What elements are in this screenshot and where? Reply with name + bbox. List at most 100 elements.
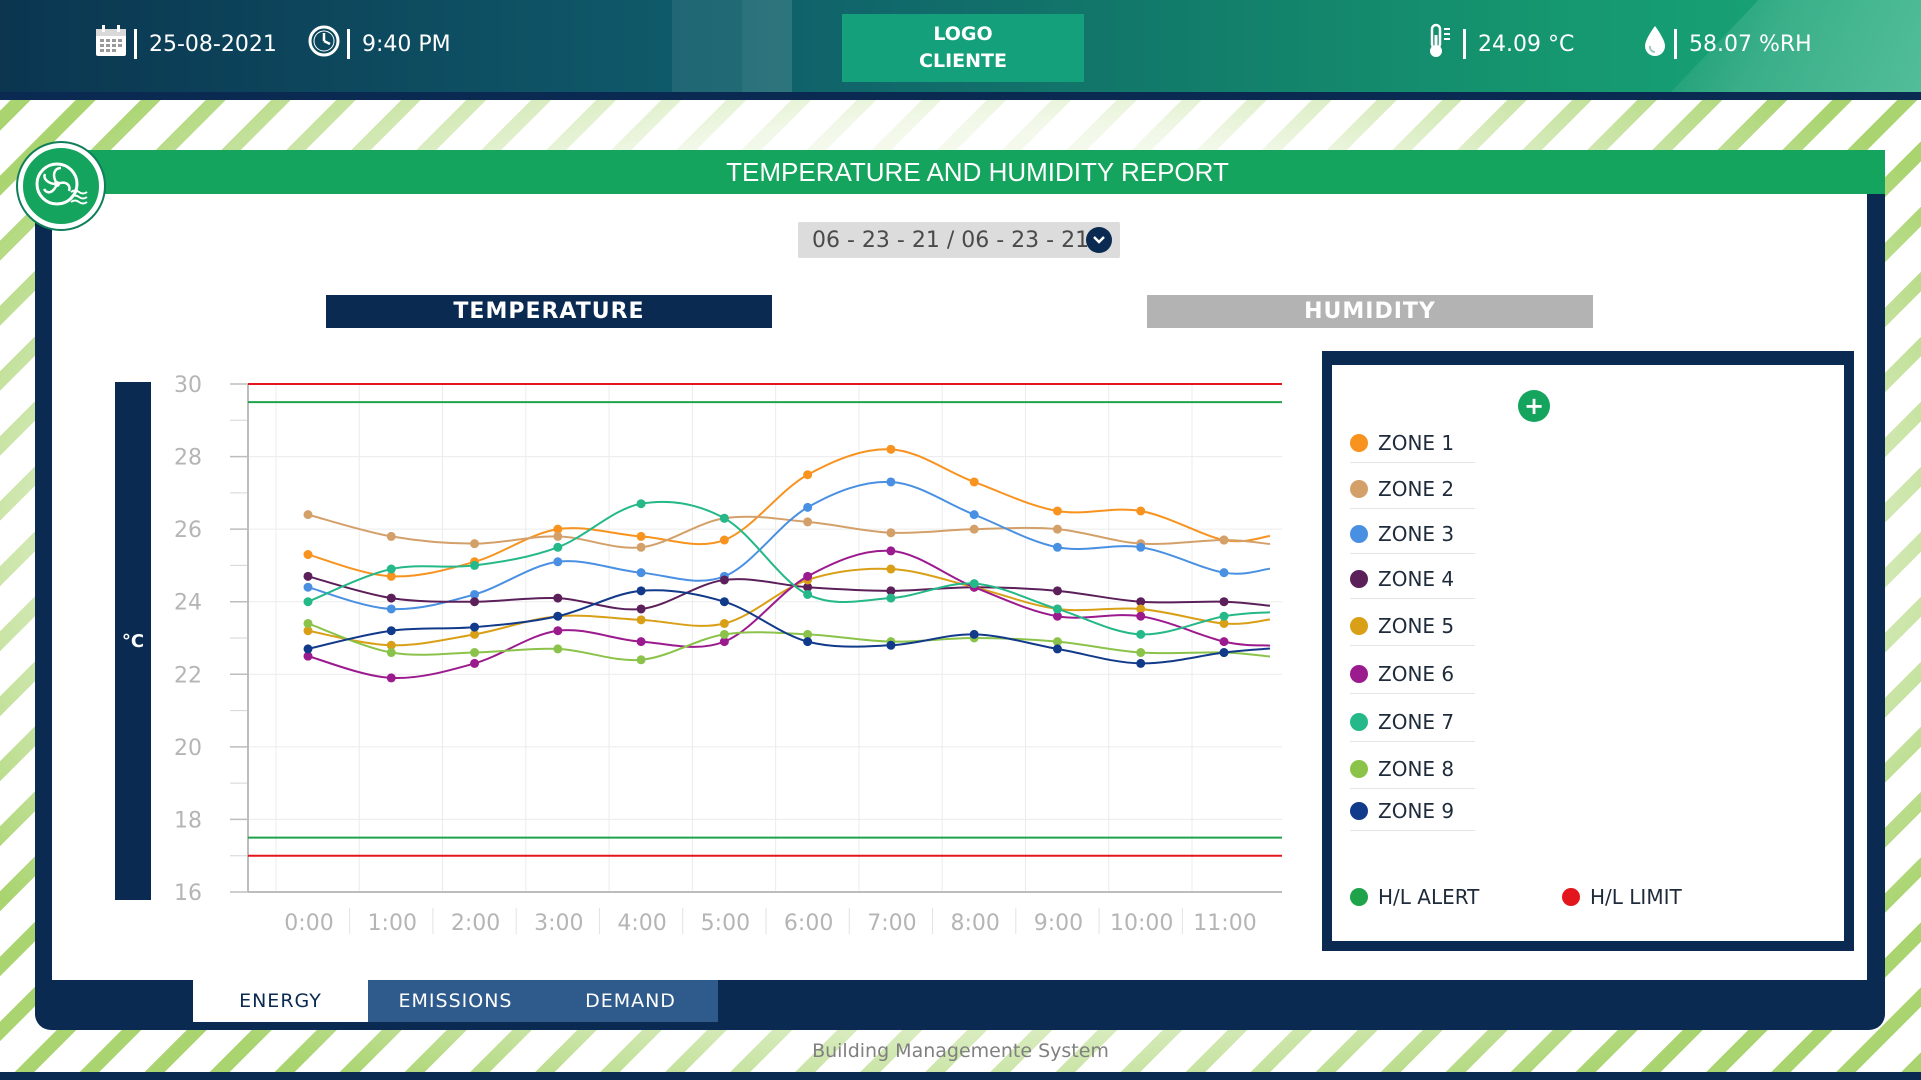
y-tick-label: 26 xyxy=(174,518,202,543)
data-point-zone-1 xyxy=(303,550,313,560)
zone-color-dot xyxy=(1350,569,1368,588)
limit-label: H/L LIMIT xyxy=(1590,885,1682,909)
legend-item-zone-1[interactable]: ZONE 1 xyxy=(1350,423,1475,463)
header-humidity: 58.07 %RH xyxy=(1642,24,1812,64)
data-point-zone-4 xyxy=(386,593,396,603)
data-point-zone-9 xyxy=(886,640,896,650)
top-header: 25-08-2021 9:40 PM LOGO CLIENTE xyxy=(0,0,1921,92)
data-point-zone-1 xyxy=(553,524,563,534)
add-zone-button[interactable]: + xyxy=(1518,390,1550,422)
data-point-zone-1 xyxy=(1136,506,1146,516)
zone-label: ZONE 9 xyxy=(1378,798,1455,823)
legend-item-zone-7[interactable]: ZONE 7 xyxy=(1350,702,1475,742)
data-point-zone-9 xyxy=(969,629,979,639)
tab-energy[interactable]: ENERGY xyxy=(193,980,368,1022)
data-point-zone-2 xyxy=(636,542,646,552)
data-point-zone-6 xyxy=(1136,611,1146,621)
tab-demand[interactable]: DEMAND xyxy=(543,980,718,1022)
data-point-zone-7 xyxy=(303,597,313,607)
legend-item-zone-6[interactable]: ZONE 6 xyxy=(1350,654,1475,694)
tab-emissions[interactable]: EMISSIONS xyxy=(368,980,543,1022)
header-bottom-bar xyxy=(0,92,1921,100)
data-point-zone-7 xyxy=(553,542,563,552)
legend-item-zone-9[interactable]: ZONE 9 xyxy=(1350,791,1475,831)
legend-item-zone-5[interactable]: ZONE 5 xyxy=(1350,606,1475,646)
data-point-zone-7 xyxy=(1136,629,1146,639)
data-point-zone-2 xyxy=(386,531,396,541)
zone-color-dot xyxy=(1350,712,1368,731)
water-drop-icon xyxy=(1642,24,1668,64)
y-axis-unit-bar: °C xyxy=(115,382,151,900)
chevron-down-icon[interactable] xyxy=(1086,227,1112,253)
data-point-zone-5 xyxy=(386,640,396,650)
data-point-zone-7 xyxy=(886,593,896,603)
data-point-zone-3 xyxy=(636,568,646,578)
data-point-zone-9 xyxy=(303,644,313,654)
y-axis-unit: °C xyxy=(121,630,145,652)
data-point-zone-5 xyxy=(886,564,896,574)
x-tick-label: 7:00 xyxy=(867,911,916,936)
data-point-zone-2 xyxy=(1219,535,1229,545)
series-line-zone-2 xyxy=(307,513,1271,549)
thermometer-icon xyxy=(1425,23,1457,65)
data-point-zone-4 xyxy=(886,586,896,596)
zone-color-dot xyxy=(1350,616,1368,635)
zone-color-dot xyxy=(1350,801,1368,820)
data-point-zone-9 xyxy=(1136,658,1146,668)
date-range-picker[interactable]: 06 - 23 - 21 / 06 - 23 - 21 xyxy=(798,222,1120,258)
x-tick-label: 4:00 xyxy=(617,911,666,936)
data-point-zone-9 xyxy=(636,586,646,596)
data-point-zone-1 xyxy=(969,477,979,487)
y-tick-label: 28 xyxy=(174,446,202,471)
data-point-zone-7 xyxy=(470,560,480,570)
footer-bar xyxy=(0,1072,1921,1080)
data-point-zone-4 xyxy=(1052,586,1062,596)
alert-label: H/L ALERT xyxy=(1378,885,1480,909)
footer-caption: Building Managemente System xyxy=(812,1040,1109,1062)
zone-color-dot xyxy=(1350,433,1368,452)
legend-item-zone-4[interactable]: ZONE 4 xyxy=(1350,559,1475,599)
data-point-zone-3 xyxy=(886,477,896,487)
zone-color-dot xyxy=(1350,759,1368,778)
data-point-zone-5 xyxy=(636,615,646,625)
current-time: 9:40 PM xyxy=(362,31,451,57)
legend-item-zone-2[interactable]: ZONE 2 xyxy=(1350,469,1475,509)
data-point-zone-2 xyxy=(969,524,979,534)
date-range-value: 06 - 23 - 21 / 06 - 23 - 21 xyxy=(812,227,1090,253)
client-logo: LOGO CLIENTE xyxy=(842,14,1084,82)
legend-item-zone-8[interactable]: ZONE 8 xyxy=(1350,749,1475,789)
tab-humidity[interactable]: HUMIDITY xyxy=(1147,295,1593,328)
x-tick-label: 6:00 xyxy=(784,911,833,936)
zone-color-dot xyxy=(1350,664,1368,683)
zone-color-dot xyxy=(1350,524,1368,543)
zone-label: ZONE 8 xyxy=(1378,756,1455,781)
data-point-zone-9 xyxy=(1219,648,1229,658)
ambient-temperature: 24.09 °C xyxy=(1478,31,1575,57)
x-tick-label: 0:00 xyxy=(284,911,333,936)
data-point-zone-8 xyxy=(553,644,563,654)
data-point-zone-3 xyxy=(303,582,313,592)
data-point-zone-9 xyxy=(470,622,480,632)
temperature-line-chart: 16 18 20 22 24 26 28 30 0:00 1:00 2:00 3:00 4:00 5:00… xyxy=(174,373,1282,936)
data-point-zone-4 xyxy=(719,575,729,585)
series-line-zone-1 xyxy=(307,448,1271,578)
legend-item-zone-3[interactable]: ZONE 3 xyxy=(1350,514,1475,554)
data-point-zone-7 xyxy=(719,513,729,523)
hvac-fan-icon xyxy=(18,143,104,229)
limit-dot xyxy=(1562,888,1580,906)
tab-temperature[interactable]: TEMPERATURE xyxy=(326,295,772,328)
data-point-zone-8 xyxy=(1052,637,1062,647)
data-point-zone-1 xyxy=(803,470,813,480)
data-point-zone-3 xyxy=(803,502,813,512)
data-point-zone-4 xyxy=(803,582,813,592)
x-tick-label: 3:00 xyxy=(534,911,583,936)
calendar-icon xyxy=(94,24,128,64)
data-point-zone-5 xyxy=(1136,604,1146,614)
data-point-zone-2 xyxy=(1052,524,1062,534)
x-tick-label: 9:00 xyxy=(1034,911,1083,936)
data-point-zone-6 xyxy=(636,637,646,647)
x-tick-label: 2:00 xyxy=(451,911,500,936)
header-temperature: 24.09 °C xyxy=(1425,23,1575,65)
zone-label: ZONE 1 xyxy=(1378,430,1455,455)
data-point-zone-6 xyxy=(470,658,480,668)
